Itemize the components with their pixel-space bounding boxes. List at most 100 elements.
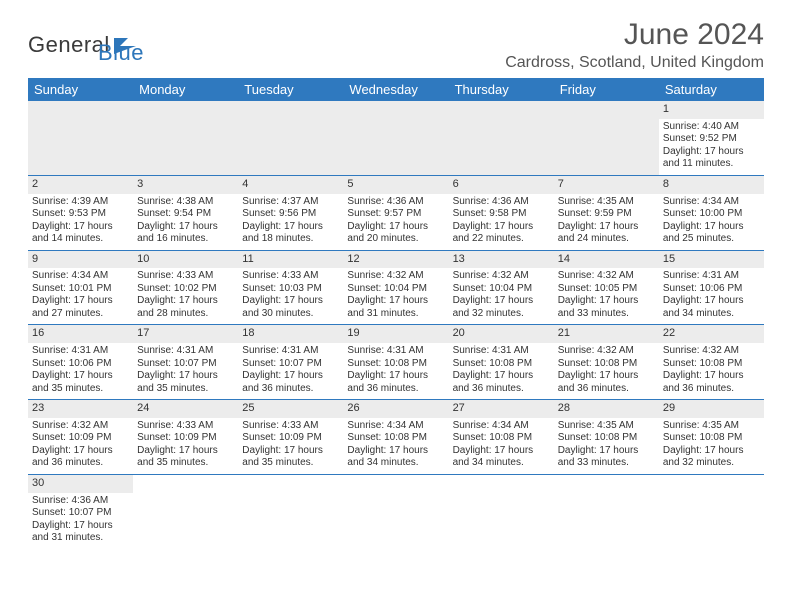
day-line-sunset: Sunset: 10:06 PM bbox=[32, 358, 129, 371]
day-line-sunrise: Sunrise: 4:33 AM bbox=[137, 420, 234, 433]
calendar-day: 27Sunrise: 4:34 AMSunset: 10:08 PMDaylig… bbox=[449, 400, 554, 475]
calendar-day: 19Sunrise: 4:31 AMSunset: 10:08 PMDaylig… bbox=[343, 325, 448, 400]
day-line-d1: Daylight: 17 hours bbox=[453, 295, 550, 308]
day-line-d1: Daylight: 17 hours bbox=[32, 295, 129, 308]
day-line-sunset: Sunset: 9:53 PM bbox=[32, 208, 129, 221]
day-line-d1: Daylight: 17 hours bbox=[242, 221, 339, 234]
day-number: 15 bbox=[659, 251, 764, 269]
calendar-day: 22Sunrise: 4:32 AMSunset: 10:08 PMDaylig… bbox=[659, 325, 764, 400]
calendar-day: 16Sunrise: 4:31 AMSunset: 10:06 PMDaylig… bbox=[28, 325, 133, 400]
day-line-d1: Daylight: 17 hours bbox=[347, 295, 444, 308]
blank-cell bbox=[449, 101, 554, 176]
blank-cell bbox=[238, 101, 343, 176]
day-body: Sunrise: 4:33 AMSunset: 10:09 PMDaylight… bbox=[133, 418, 238, 474]
day-number: 6 bbox=[449, 176, 554, 194]
weekday-header: Monday bbox=[133, 78, 238, 101]
day-line-sunrise: Sunrise: 4:34 AM bbox=[32, 270, 129, 283]
day-body: Sunrise: 4:31 AMSunset: 10:07 PMDaylight… bbox=[133, 343, 238, 399]
day-line-sunrise: Sunrise: 4:35 AM bbox=[558, 196, 655, 209]
day-line-sunset: Sunset: 10:08 PM bbox=[663, 358, 760, 371]
logo: General Blue bbox=[28, 22, 158, 68]
day-number: 7 bbox=[554, 176, 659, 194]
day-line-d2: and 25 minutes. bbox=[663, 233, 760, 246]
day-line-sunrise: Sunrise: 4:31 AM bbox=[347, 345, 444, 358]
calendar-day: 24Sunrise: 4:33 AMSunset: 10:09 PMDaylig… bbox=[133, 400, 238, 475]
day-line-d2: and 36 minutes. bbox=[558, 383, 655, 396]
day-line-d2: and 36 minutes. bbox=[347, 383, 444, 396]
day-line-d1: Daylight: 17 hours bbox=[137, 445, 234, 458]
day-body: Sunrise: 4:35 AMSunset: 10:08 PMDaylight… bbox=[659, 418, 764, 474]
day-body: Sunrise: 4:36 AMSunset: 9:57 PMDaylight:… bbox=[343, 194, 448, 250]
day-body: Sunrise: 4:32 AMSunset: 10:09 PMDaylight… bbox=[28, 418, 133, 474]
day-line-d1: Daylight: 17 hours bbox=[242, 295, 339, 308]
day-body: Sunrise: 4:32 AMSunset: 10:08 PMDaylight… bbox=[554, 343, 659, 399]
day-line-sunset: Sunset: 10:04 PM bbox=[453, 283, 550, 296]
weekday-header: Thursday bbox=[449, 78, 554, 101]
day-number: 10 bbox=[133, 251, 238, 269]
day-line-sunset: Sunset: 9:58 PM bbox=[453, 208, 550, 221]
day-line-d2: and 27 minutes. bbox=[32, 308, 129, 321]
day-line-d2: and 35 minutes. bbox=[32, 383, 129, 396]
day-line-sunset: Sunset: 10:07 PM bbox=[137, 358, 234, 371]
day-line-d1: Daylight: 17 hours bbox=[137, 370, 234, 383]
day-line-sunset: Sunset: 10:06 PM bbox=[663, 283, 760, 296]
day-line-d1: Daylight: 17 hours bbox=[242, 370, 339, 383]
day-number: 26 bbox=[343, 400, 448, 418]
day-line-d1: Daylight: 17 hours bbox=[663, 370, 760, 383]
day-number: 28 bbox=[554, 400, 659, 418]
day-line-sunset: Sunset: 9:59 PM bbox=[558, 208, 655, 221]
calendar-day: 5Sunrise: 4:36 AMSunset: 9:57 PMDaylight… bbox=[343, 176, 448, 251]
day-line-d1: Daylight: 17 hours bbox=[137, 295, 234, 308]
day-number: 19 bbox=[343, 325, 448, 343]
day-line-d1: Daylight: 17 hours bbox=[558, 295, 655, 308]
day-line-d2: and 16 minutes. bbox=[137, 233, 234, 246]
day-number: 30 bbox=[28, 475, 133, 493]
day-body: Sunrise: 4:31 AMSunset: 10:08 PMDaylight… bbox=[343, 343, 448, 399]
day-line-d2: and 35 minutes. bbox=[242, 457, 339, 470]
day-line-sunrise: Sunrise: 4:35 AM bbox=[558, 420, 655, 433]
day-number: 2 bbox=[28, 176, 133, 194]
day-line-sunrise: Sunrise: 4:32 AM bbox=[663, 345, 760, 358]
day-line-sunrise: Sunrise: 4:31 AM bbox=[137, 345, 234, 358]
calendar-day: 1Sunrise: 4:40 AMSunset: 9:52 PMDaylight… bbox=[659, 101, 764, 176]
calendar-day: 2Sunrise: 4:39 AMSunset: 9:53 PMDaylight… bbox=[28, 176, 133, 251]
day-line-d2: and 24 minutes. bbox=[558, 233, 655, 246]
day-line-sunset: Sunset: 9:57 PM bbox=[347, 208, 444, 221]
day-number: 13 bbox=[449, 251, 554, 269]
weekday-header: Sunday bbox=[28, 78, 133, 101]
day-body: Sunrise: 4:38 AMSunset: 9:54 PMDaylight:… bbox=[133, 194, 238, 250]
day-body: Sunrise: 4:37 AMSunset: 9:56 PMDaylight:… bbox=[238, 194, 343, 250]
calendar-day: 20Sunrise: 4:31 AMSunset: 10:08 PMDaylig… bbox=[449, 325, 554, 400]
day-line-sunset: Sunset: 10:08 PM bbox=[558, 432, 655, 445]
day-line-d2: and 32 minutes. bbox=[453, 308, 550, 321]
day-body: Sunrise: 4:34 AMSunset: 10:08 PMDaylight… bbox=[449, 418, 554, 474]
day-body: Sunrise: 4:32 AMSunset: 10:04 PMDaylight… bbox=[343, 268, 448, 324]
day-line-sunrise: Sunrise: 4:36 AM bbox=[32, 495, 129, 508]
day-body: Sunrise: 4:33 AMSunset: 10:02 PMDaylight… bbox=[133, 268, 238, 324]
day-line-sunrise: Sunrise: 4:31 AM bbox=[32, 345, 129, 358]
calendar-day: 14Sunrise: 4:32 AMSunset: 10:05 PMDaylig… bbox=[554, 251, 659, 326]
day-line-sunset: Sunset: 10:08 PM bbox=[453, 432, 550, 445]
blank-cell bbox=[133, 101, 238, 176]
day-body: Sunrise: 4:36 AMSunset: 9:58 PMDaylight:… bbox=[449, 194, 554, 250]
day-line-d2: and 20 minutes. bbox=[347, 233, 444, 246]
day-line-sunset: Sunset: 10:09 PM bbox=[32, 432, 129, 445]
day-line-d1: Daylight: 17 hours bbox=[347, 370, 444, 383]
weekday-header: Saturday bbox=[659, 78, 764, 101]
day-line-sunset: Sunset: 10:08 PM bbox=[453, 358, 550, 371]
day-number: 5 bbox=[343, 176, 448, 194]
day-line-sunset: Sunset: 10:08 PM bbox=[558, 358, 655, 371]
day-number: 21 bbox=[554, 325, 659, 343]
day-line-d1: Daylight: 17 hours bbox=[347, 445, 444, 458]
day-line-d1: Daylight: 17 hours bbox=[663, 146, 760, 159]
day-line-d1: Daylight: 17 hours bbox=[32, 370, 129, 383]
day-line-d2: and 35 minutes. bbox=[137, 383, 234, 396]
day-number: 1 bbox=[659, 101, 764, 119]
day-number: 17 bbox=[133, 325, 238, 343]
calendar-grid: SundayMondayTuesdayWednesdayThursdayFrid… bbox=[28, 78, 764, 549]
day-line-d1: Daylight: 17 hours bbox=[663, 295, 760, 308]
day-line-sunrise: Sunrise: 4:36 AM bbox=[347, 196, 444, 209]
day-body: Sunrise: 4:31 AMSunset: 10:06 PMDaylight… bbox=[28, 343, 133, 399]
day-line-sunrise: Sunrise: 4:37 AM bbox=[242, 196, 339, 209]
calendar-day: 17Sunrise: 4:31 AMSunset: 10:07 PMDaylig… bbox=[133, 325, 238, 400]
